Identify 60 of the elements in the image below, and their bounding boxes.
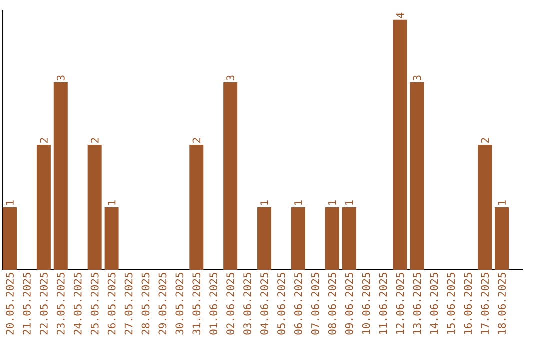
bar (495, 207, 510, 270)
bar (258, 207, 272, 270)
x-tick-label: 11.06.2025 (379, 273, 388, 334)
bar (325, 207, 340, 270)
bar (342, 207, 356, 270)
x-tick-label: 20.05.2025 (6, 273, 14, 335)
data-label: 2 (40, 138, 48, 143)
data-label: 1 (294, 200, 302, 206)
x-tick-label: 27.05.2025 (124, 273, 133, 335)
bar (88, 144, 102, 270)
x-tick-label: 04.06.2025 (260, 273, 268, 335)
x-tick-label: 18.06.2025 (498, 273, 506, 334)
data-label: 1 (498, 200, 506, 206)
x-tick-label: 29.05.2025 (158, 273, 167, 335)
data-label: 1 (260, 200, 268, 206)
x-tick-label: 22.05.2025 (40, 273, 48, 335)
x-tick-label: 10.06.2025 (362, 273, 370, 334)
data-label: 1 (108, 200, 116, 206)
bar (224, 82, 238, 270)
bar (410, 82, 424, 270)
data-label: 4 (396, 12, 404, 18)
x-tick-label: 01.06.2025 (210, 273, 218, 335)
bar (393, 20, 408, 270)
x-tick-label: 03.06.2025 (244, 273, 252, 335)
x-tick-label: 28.05.2025 (142, 273, 150, 335)
data-label: 3 (226, 76, 235, 81)
bar (3, 207, 17, 270)
bar (104, 207, 119, 270)
data-label: 1 (6, 200, 14, 206)
bar (291, 207, 306, 270)
x-tick-label: 02.06.2025 (226, 273, 235, 335)
data-label: 2 (90, 138, 99, 143)
x-tick-label: 25.05.2025 (90, 273, 99, 335)
x-tick-label: 30.05.2025 (176, 273, 184, 335)
data-label: 1 (328, 200, 336, 206)
bar (478, 144, 492, 270)
x-tick-label: 23.05.2025 (56, 273, 65, 335)
data-label: 3 (56, 76, 65, 81)
data-label: 3 (413, 76, 422, 81)
data-label: 1 (346, 200, 354, 206)
x-tick-label: 08.06.2025 (328, 273, 336, 335)
x-tick-label: 09.06.2025 (345, 273, 354, 335)
x-tick-label: 21.05.2025 (22, 273, 31, 335)
bar (190, 144, 204, 270)
x-tick-label: 24.05.2025 (74, 273, 82, 335)
x-tick-label: 31.05.2025 (192, 273, 201, 335)
x-tick-label: 13.06.2025 (413, 273, 422, 334)
x-tick-label: 17.06.2025 (481, 273, 490, 334)
x-tick-label: 14.06.2025 (430, 273, 438, 334)
x-tick-label: 06.06.2025 (294, 273, 302, 335)
x-tick-label: 15.06.2025 (447, 273, 456, 334)
x-tick-label: 12.06.2025 (396, 273, 404, 334)
bar (36, 144, 51, 270)
data-label: 2 (481, 138, 489, 143)
x-tick-label: 16.06.2025 (464, 273, 472, 334)
x-tick-label: 07.06.2025 (311, 273, 320, 335)
data-label: 2 (192, 138, 201, 143)
bar (54, 82, 68, 270)
x-tick-label: 26.05.2025 (108, 273, 116, 335)
x-tick-label: 05.06.2025 (278, 273, 286, 335)
